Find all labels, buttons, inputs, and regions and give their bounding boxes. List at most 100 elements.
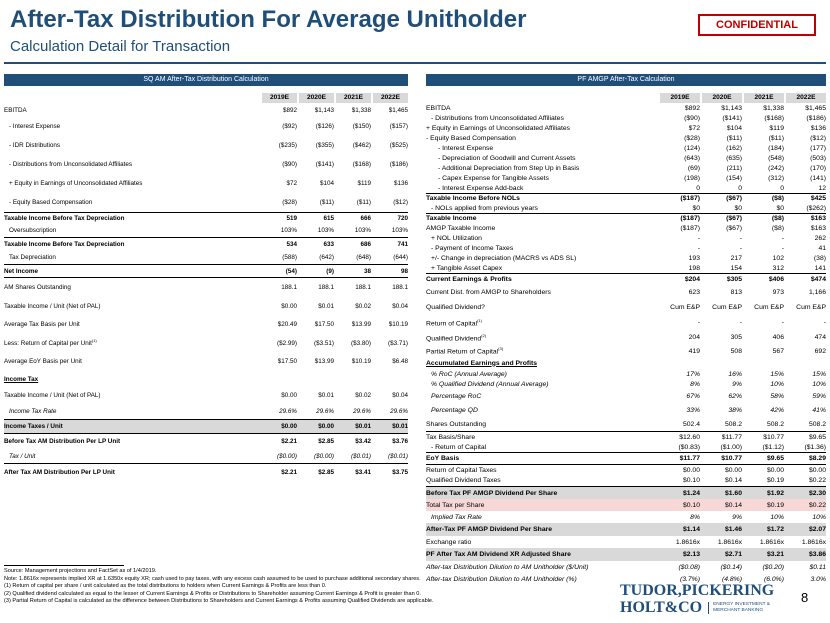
row-label: Oversubscription bbox=[9, 227, 57, 234]
sq-am-row-tax-unit: Tax / Unit ($0.00) ($0.00) ($0.01) ($0.01) bbox=[4, 449, 408, 463]
row-label: After-tax Distribution Dilution to AM Un… bbox=[426, 563, 589, 571]
value-cell: 686 bbox=[360, 241, 371, 248]
value-cell: ($0.20) bbox=[762, 563, 784, 571]
pf-amgp-row-ebitda: EBITDA $892 $1,143 $1,338 $1,465 bbox=[426, 103, 826, 113]
value-cell: $0.01 bbox=[355, 423, 371, 430]
value-cell: $0.00 bbox=[281, 302, 297, 310]
pf-amgp-row-taxable-income-before-nols: Taxable Income Before NOLs ($187) ($67) ($8… bbox=[426, 193, 826, 203]
pf-amgp-row-implied-tax-rate: Implied Tax Rate 8% 9% 10% 10% bbox=[426, 511, 826, 523]
value-cell: 103% bbox=[391, 227, 408, 234]
sq-am-row-income-taxes-unit: Income Taxes / Unit $0.00 $0.00 $0.01 $0.01 bbox=[4, 419, 408, 433]
value-cell: ($2.99) bbox=[277, 339, 297, 347]
year-header-cell: 2020E bbox=[299, 93, 334, 103]
row-label: Accumulated Earnings and Profits bbox=[426, 359, 538, 367]
year-header-cell: 2021E bbox=[336, 93, 371, 103]
value-cell: $0.02 bbox=[355, 392, 371, 399]
value-cell: 1.8616x bbox=[759, 538, 784, 546]
value-cell: ($8) bbox=[771, 224, 784, 232]
value-cell: 508 bbox=[730, 347, 742, 355]
pf-amgp-row-interest-expense: - Interest Expense (124) (162) (184) (177) bbox=[426, 143, 826, 153]
value-cell: 623 bbox=[688, 289, 700, 296]
footnotes: Source: Management projections and FactS… bbox=[4, 568, 572, 606]
value-cell: $104 bbox=[726, 124, 742, 132]
value-cell: $1.72 bbox=[766, 526, 784, 533]
row-label: AMGP Taxable Income bbox=[426, 224, 496, 232]
value-cell: 67% bbox=[686, 392, 700, 400]
sq-am-row-income-tax: Income Tax bbox=[4, 371, 408, 388]
value-cell: $9.65 bbox=[808, 433, 826, 441]
value-cell: 10% bbox=[770, 513, 784, 521]
value-cell: $11.77 bbox=[679, 455, 700, 462]
pf-amgp-row-percentage-qd: Percentage QD 33% 38% 42% 41% bbox=[426, 403, 826, 417]
value-cell: $0 bbox=[692, 204, 700, 212]
value-cell: (170) bbox=[810, 164, 826, 172]
value-cell: 193 bbox=[688, 254, 700, 262]
row-label: - IDR Distributions bbox=[9, 142, 61, 149]
value-cell: 1.8616x bbox=[801, 538, 826, 546]
pf-amgp-row-additional-depreciation-from-step-up-in-basis: - Additional Depreciation from Step Up i… bbox=[426, 163, 826, 173]
value-cell: (3.7%) bbox=[679, 575, 700, 583]
row-label: Percentage QD bbox=[431, 406, 478, 414]
pf-amgp-row-percentage-roc: Percentage RoC 67% 62% 58% 59% bbox=[426, 389, 826, 403]
value-cell: $0.00 bbox=[682, 466, 700, 474]
pf-amgp-row-tangible-asset-capex: + Tangible Asset Capex 198 154 312 141 bbox=[426, 263, 826, 273]
sq-am-row-average-tax-basis-per-unit: Average Tax Basis per Unit $20.49 $17.50 $1… bbox=[4, 315, 408, 334]
pf-amgp-row-equity-in-earnings-of-unconsolidated-affiliates: + Equity in Earnings of Unconsolidated A… bbox=[426, 123, 826, 133]
logo-tagline: ENERGY INVESTMENT & MERCHANT BANKING bbox=[708, 601, 770, 614]
value-cell: $1,143 bbox=[721, 104, 742, 112]
value-cell: 38% bbox=[728, 406, 742, 414]
value-cell: ($0.83) bbox=[678, 443, 700, 451]
value-cell: $163 bbox=[810, 224, 826, 232]
row-label: EoY Basis bbox=[426, 455, 460, 462]
value-cell: ($12) bbox=[393, 199, 408, 206]
value-cell: (9) bbox=[326, 267, 334, 275]
value-cell: (643) bbox=[684, 154, 700, 162]
value-cell: $163 bbox=[810, 215, 826, 222]
sq-am-row-equity-based-compensation: - Equity Based Compensation ($28) ($11) ($1… bbox=[4, 193, 408, 212]
value-cell: (211) bbox=[726, 164, 742, 172]
value-cell: (38) bbox=[813, 254, 826, 262]
value-cell: 1.8616x bbox=[675, 538, 700, 546]
pf-amgp-row-after-tax-pf-amgp-dividend-per-share: After-Tax PF AMGP Dividend Per Share $1.1… bbox=[426, 523, 826, 536]
sq-am-row-ebitda: EBITDA $892 $1,143 $1,338 $1,465 bbox=[4, 103, 408, 117]
value-cell: Cum E&P bbox=[712, 304, 742, 311]
value-cell: - bbox=[697, 319, 700, 326]
row-label: Income Tax Rate bbox=[9, 407, 57, 415]
sq-am-row-taxable-income-unit-net-of-pal: Taxable Income / Unit (Net of PAL) $0.00 $… bbox=[4, 388, 408, 403]
pf-amgp-row-before-tax-pf-amgp-dividend-per-share: Before Tax PF AMGP Dividend Per Share $1.… bbox=[426, 486, 826, 499]
value-cell: - bbox=[697, 234, 700, 242]
value-cell: ($187) bbox=[680, 224, 700, 232]
value-cell: $8.29 bbox=[808, 455, 826, 462]
value-cell: $1.92 bbox=[766, 489, 784, 497]
value-cell: ($0.01) bbox=[351, 452, 371, 460]
value-cell: $136 bbox=[393, 180, 408, 187]
value-cell: ($0.01) bbox=[388, 452, 408, 460]
value-cell: (4.8%) bbox=[721, 575, 742, 583]
value-cell: (6.0%) bbox=[763, 575, 784, 583]
pf-amgp-row-pf-after-tax-am-dividend-xr-adjusted-share: PF After Tax AM Dividend XR Adjusted Sha… bbox=[426, 548, 826, 561]
value-cell: $136 bbox=[810, 124, 826, 132]
footnote-marker: (3) bbox=[498, 346, 504, 352]
logo-line-1: TUDOR,PICKERING bbox=[620, 582, 775, 599]
row-label: Before Tax AM Distribution Per LP Unit bbox=[4, 438, 121, 445]
value-cell: 741 bbox=[397, 241, 408, 248]
value-cell: $0.22 bbox=[808, 501, 826, 509]
pf-amgp-row-after-tax-distribution-dilution-to-am-unitholder: After-tax Distribution Dilution to AM Un… bbox=[426, 573, 826, 585]
value-cell: $3.86 bbox=[808, 551, 826, 558]
pf-amgp-row-qualified-dividend-annual-average: % Qualified Dividend (Annual Average) 8% 9… bbox=[426, 379, 826, 389]
year-header-cell: 2019E bbox=[660, 93, 700, 103]
value-cell: 9% bbox=[732, 380, 742, 388]
value-cell: 0 bbox=[738, 184, 742, 192]
value-cell: ($157) bbox=[389, 123, 408, 130]
value-cell: (54) bbox=[285, 267, 297, 275]
pf-amgp-row-tax-basis-share: Tax Basis/Share $12.60 $11.77 $10.77 $9.65 bbox=[426, 431, 826, 442]
value-cell: 10% bbox=[812, 513, 826, 521]
value-cell: $0.11 bbox=[809, 563, 826, 571]
value-cell: $119 bbox=[357, 180, 371, 187]
value-cell: $0.10 bbox=[682, 501, 700, 509]
value-cell: (644) bbox=[393, 254, 408, 261]
value-cell: 502.4 bbox=[682, 420, 700, 428]
value-cell: ($168) bbox=[352, 161, 371, 168]
value-cell: $104 bbox=[319, 180, 334, 187]
row-label: Less: Return of Capital per Unit bbox=[4, 340, 92, 348]
